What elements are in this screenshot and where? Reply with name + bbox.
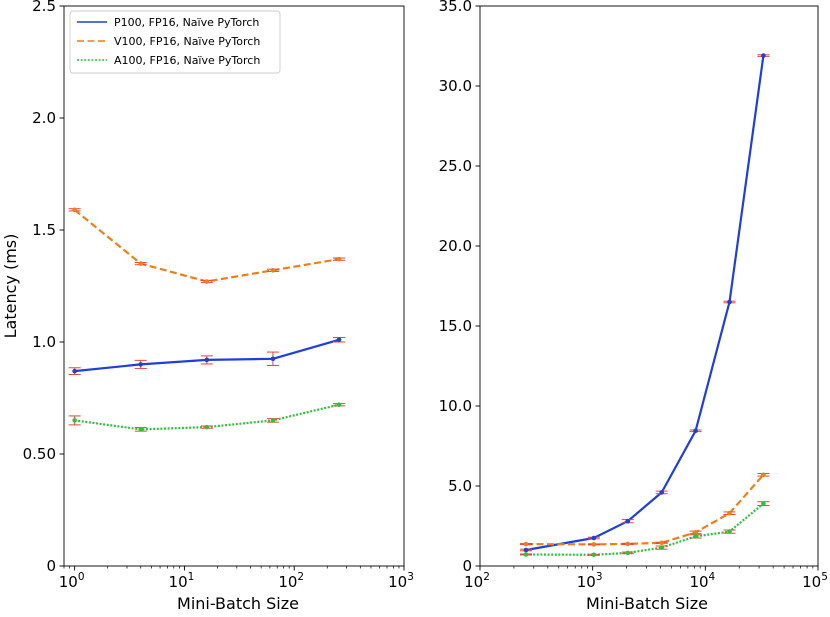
data-point-0: [625, 518, 631, 524]
legend-label: V100, FP16, Naïve PyTorch: [114, 35, 260, 48]
data-point-1: [204, 279, 210, 284]
x-tick-label: 102: [464, 571, 490, 591]
data-point-0: [761, 53, 766, 58]
data-point-0: [659, 490, 664, 495]
x-tick-label: 100: [59, 571, 85, 591]
x-tick-label: 104: [689, 571, 715, 591]
y-tick-label: 5.0: [448, 477, 472, 495]
data-point-0: [204, 357, 210, 363]
data-point-2: [727, 529, 732, 534]
data-point-1: [523, 541, 529, 547]
y-tick-label: 2.0: [32, 109, 56, 127]
data-point-0: [693, 428, 698, 434]
data-point-2: [761, 501, 766, 506]
x-tick-label: 102: [278, 571, 304, 591]
y-tick-label: 0.50: [23, 445, 56, 463]
plot-frame: [63, 5, 405, 567]
data-point-1: [591, 542, 597, 547]
data-point-2: [270, 418, 276, 423]
data-point-1: [727, 510, 732, 516]
data-point-2: [591, 552, 597, 558]
data-point-1: [625, 541, 631, 547]
x-tick-base: 10: [278, 573, 297, 591]
series-line-1: [73, 208, 340, 283]
data-point-2: [204, 424, 210, 430]
x-tick-exponent: 4: [709, 571, 716, 583]
data-point-2: [72, 418, 77, 423]
x-tick-exponent: 3: [596, 571, 603, 583]
series-line-1: [525, 474, 765, 546]
x-tick-exponent: 0: [78, 571, 85, 583]
y-tick-label: 10.0: [439, 397, 472, 415]
data-point-0: [138, 362, 144, 367]
legend-box: [69, 10, 281, 74]
x-tick-base: 10: [388, 573, 407, 591]
series-line-2: [525, 502, 765, 556]
y-tick-label: 0: [46, 557, 56, 575]
y-tick-label: 25.0: [439, 157, 472, 175]
y-tick-label: 2.5: [32, 0, 56, 15]
data-point-1: [761, 472, 766, 478]
data-point-2: [336, 402, 342, 408]
data-point-0: [523, 547, 529, 553]
x-tick-base: 10: [802, 573, 821, 591]
y-tick-label: 1.0: [32, 333, 56, 351]
data-point-2: [693, 534, 698, 539]
data-point-1: [270, 268, 276, 273]
data-point-0: [72, 368, 77, 374]
data-point-1: [693, 530, 698, 535]
y-tick-label: 20.0: [439, 237, 472, 255]
x-axis-label-left: Mini-Batch Size: [177, 594, 299, 613]
data-point-0: [336, 337, 342, 343]
data-point-2: [625, 550, 631, 556]
data-point-2: [138, 427, 144, 432]
x-tick-label: 103: [388, 571, 414, 591]
x-tick-base: 10: [59, 573, 78, 591]
data-point-2: [659, 545, 664, 550]
x-tick-base: 10: [577, 573, 596, 591]
data-point-0: [270, 356, 276, 362]
plot-frame: [479, 5, 819, 567]
x-tick-base: 10: [464, 573, 483, 591]
x-tick-label: 101: [169, 571, 195, 591]
x-tick-base: 10: [689, 573, 708, 591]
legend: P100, FP16, Naïve PyTorch V100, FP16, Naï…: [69, 10, 281, 74]
data-point-0: [591, 535, 597, 541]
x-tick-exponent: 2: [483, 571, 490, 583]
data-point-1: [336, 256, 342, 262]
data-point-1: [72, 207, 77, 213]
y-tick-label: 35.0: [439, 0, 472, 15]
series-line-2: [74, 403, 340, 431]
x-tick-label: 103: [577, 571, 603, 591]
y-tick-label: 15.0: [439, 317, 472, 335]
y-tick-label: 0: [462, 557, 472, 575]
x-tick-exponent: 1: [188, 571, 195, 583]
data-point-0: [727, 299, 732, 305]
x-axis-label-right: Mini-Batch Size: [586, 594, 708, 613]
y-tick-label: 30.0: [439, 77, 472, 95]
x-tick-exponent: 5: [821, 571, 828, 583]
data-point-1: [138, 261, 144, 266]
y-tick-label: 1.5: [32, 221, 56, 239]
x-tick-label: 105: [802, 571, 828, 591]
legend-label: A100, FP16, Naïve PyTorch: [114, 54, 260, 67]
legend-label: P100, FP16, Naïve PyTorch: [114, 16, 259, 29]
x-tick-exponent: 2: [297, 571, 304, 583]
data-point-1: [659, 540, 664, 546]
y-axis-label: Latency (ms): [1, 234, 20, 339]
x-tick-base: 10: [169, 573, 188, 591]
data-point-2: [523, 552, 529, 557]
x-tick-exponent: 3: [407, 571, 414, 583]
